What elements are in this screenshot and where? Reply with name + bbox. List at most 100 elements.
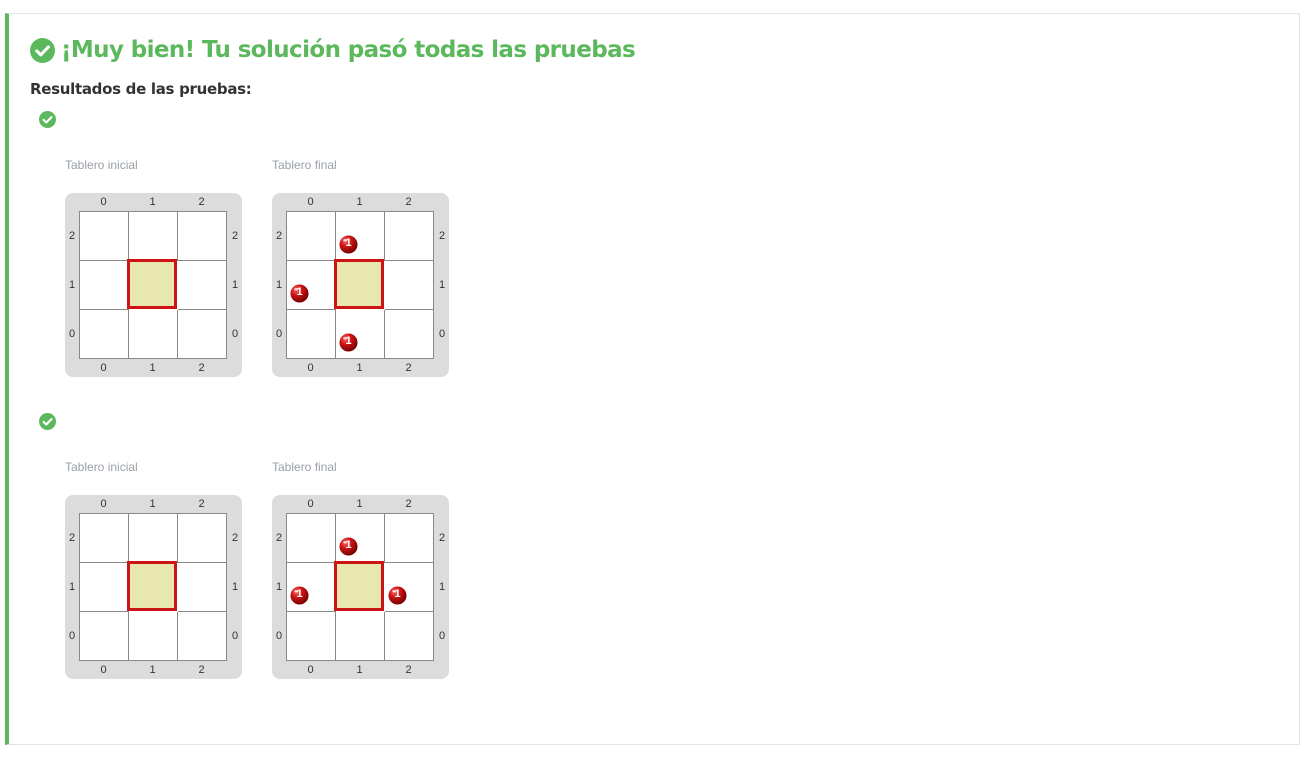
row-label: 2	[275, 229, 283, 242]
column-label: 0	[100, 664, 107, 676]
row-label: 2	[438, 531, 446, 544]
board-cell	[336, 612, 385, 661]
row-label: 1	[438, 278, 446, 291]
board-cell	[80, 612, 129, 661]
row-label: 1	[68, 580, 76, 593]
board-cell	[287, 261, 336, 310]
head-cell	[127, 561, 177, 611]
board-cell	[385, 212, 434, 261]
board-cell	[129, 310, 178, 359]
board-grid	[79, 513, 227, 661]
head-cell	[334, 259, 384, 309]
board-cell	[287, 563, 336, 612]
column-label: 0	[307, 498, 314, 510]
column-label: 1	[149, 196, 156, 208]
check-circle-icon	[30, 37, 55, 63]
board-cell	[385, 514, 434, 563]
board-grid	[286, 211, 434, 359]
red-ball-icon: 1	[339, 537, 358, 556]
board-cell	[80, 514, 129, 563]
row-label: 1	[275, 580, 283, 593]
row-label: 1	[231, 580, 239, 593]
red-ball-icon: 1	[290, 586, 309, 605]
row-label: 0	[231, 629, 239, 642]
row-label: 0	[275, 629, 283, 642]
row-label: 0	[438, 629, 446, 642]
column-label: 1	[149, 498, 156, 510]
ball-count: 1	[345, 539, 352, 551]
board-label: Tablero inicial	[65, 158, 138, 172]
column-label: 1	[356, 664, 363, 676]
board-cell	[129, 514, 178, 563]
ball-count: 1	[394, 588, 401, 600]
row-label: 1	[438, 580, 446, 593]
ball-count: 1	[345, 237, 352, 249]
board-cell	[178, 563, 227, 612]
column-label: 0	[100, 196, 107, 208]
board-cell	[80, 261, 129, 310]
board-label: Tablero final	[272, 158, 337, 172]
board-cell	[385, 563, 434, 612]
board-cell	[336, 310, 385, 359]
red-ball-icon: 1	[388, 586, 407, 605]
final-board: 0 0 1 1 2 2 2 2 1 1 0 0 1 1 1	[272, 495, 449, 679]
board-cell	[287, 514, 336, 563]
column-label: 0	[307, 362, 314, 374]
row-label: 0	[68, 629, 76, 642]
board-label: Tablero inicial	[65, 460, 138, 474]
row-label: 2	[231, 229, 239, 242]
row-label: 2	[231, 531, 239, 544]
row-label: 0	[68, 327, 76, 340]
column-label: 1	[356, 196, 363, 208]
board-grid	[79, 211, 227, 359]
red-ball-icon: 1	[339, 235, 358, 254]
board-cell	[129, 612, 178, 661]
row-label: 1	[231, 278, 239, 291]
board-cell	[80, 563, 129, 612]
column-label: 2	[198, 362, 205, 374]
initial-board: 0 0 1 1 2 2 2 2 1 1 0 0	[65, 193, 242, 377]
column-label: 0	[307, 664, 314, 676]
red-ball-icon: 1	[339, 333, 358, 352]
head-cell	[127, 259, 177, 309]
column-label: 1	[356, 362, 363, 374]
head-cell	[334, 561, 384, 611]
ball-count: 1	[345, 335, 352, 347]
board-label: Tablero final	[272, 460, 337, 474]
column-label: 2	[405, 196, 412, 208]
column-label: 1	[356, 498, 363, 510]
row-label: 0	[275, 327, 283, 340]
board-cell	[385, 612, 434, 661]
board-cell	[287, 212, 336, 261]
final-board: 0 0 1 1 2 2 2 2 1 1 0 0 1 1 1	[272, 193, 449, 377]
row-label: 2	[275, 531, 283, 544]
board-cell	[178, 310, 227, 359]
board-cell	[129, 212, 178, 261]
row-label: 1	[68, 278, 76, 291]
board-cell	[80, 212, 129, 261]
row-label: 2	[68, 531, 76, 544]
board-cell	[287, 612, 336, 661]
column-label: 2	[405, 498, 412, 510]
board-cell	[178, 514, 227, 563]
success-header: ¡Muy bien! Tu solución pasó todas las pr…	[30, 34, 636, 66]
board-cell	[178, 612, 227, 661]
board-cell	[385, 310, 434, 359]
row-label: 0	[231, 327, 239, 340]
row-label: 1	[275, 278, 283, 291]
board-cell	[385, 261, 434, 310]
board-grid	[286, 513, 434, 661]
column-label: 2	[198, 498, 205, 510]
results-heading: Resultados de las pruebas:	[30, 80, 252, 98]
column-label: 2	[405, 664, 412, 676]
initial-board: 0 0 1 1 2 2 2 2 1 1 0 0	[65, 495, 242, 679]
column-label: 2	[198, 664, 205, 676]
board-cell	[178, 212, 227, 261]
board-cell	[178, 261, 227, 310]
column-label: 1	[149, 362, 156, 374]
column-label: 2	[198, 196, 205, 208]
ball-count: 1	[296, 286, 303, 298]
board-cell	[287, 310, 336, 359]
board-cell	[80, 310, 129, 359]
check-circle-icon	[39, 413, 56, 430]
